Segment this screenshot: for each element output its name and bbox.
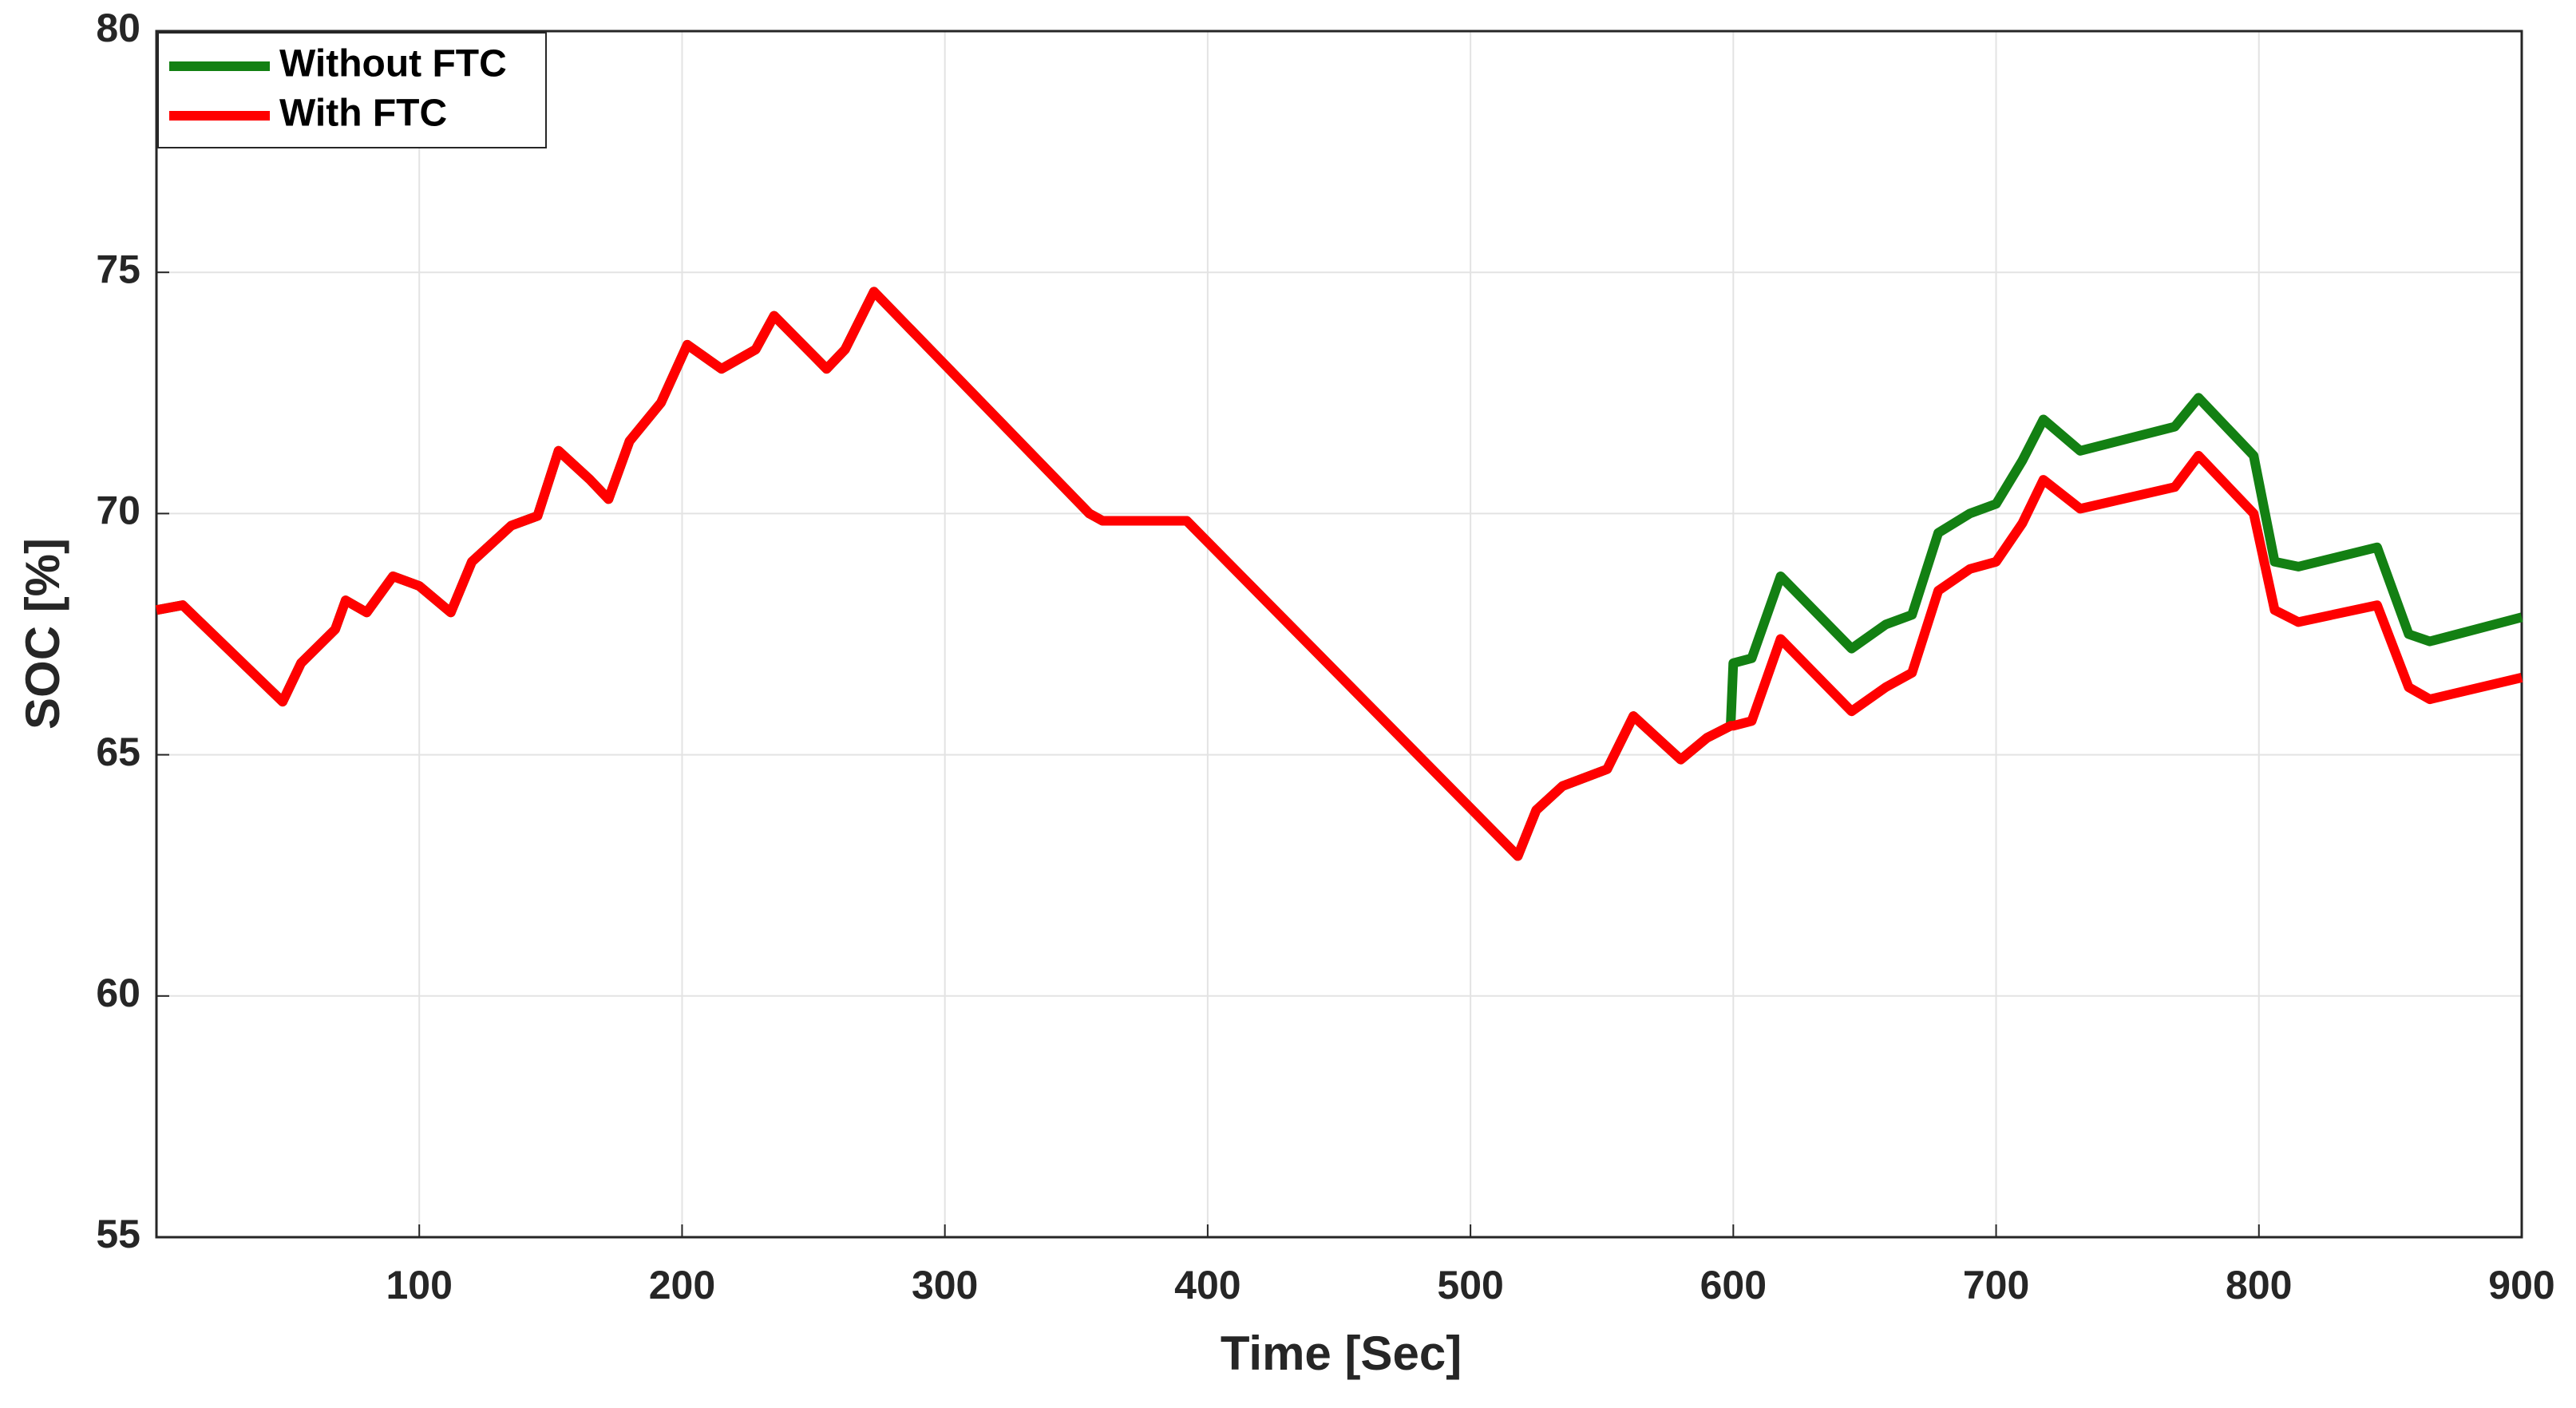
x-tick-label: 800 [2226, 1263, 2292, 1307]
y-tick-label: 60 [96, 971, 140, 1015]
x-tick-label: 200 [649, 1263, 715, 1307]
x-tick-label: 400 [1174, 1263, 1241, 1307]
x-axis-label: Time [Sec] [1221, 1327, 1462, 1380]
plot-frame [155, 30, 2523, 1239]
y-axis-label: SOC [%] [16, 538, 69, 730]
y-tick-label: 80 [96, 6, 140, 50]
legend-label: With FTC [279, 93, 447, 135]
y-tick-label: 70 [96, 488, 140, 533]
x-tick-label: 900 [2488, 1263, 2554, 1307]
y-tick-label: 75 [96, 247, 140, 291]
x-tick-label: 300 [912, 1263, 978, 1307]
x-tick-label: 500 [1437, 1263, 1503, 1307]
x-tick-label: 100 [386, 1263, 453, 1307]
legend-label: Without FTC [279, 43, 507, 85]
series-line [155, 287, 2523, 861]
legend-box [157, 32, 547, 148]
x-tick-label: 600 [1700, 1263, 1767, 1307]
y-tick-label: 55 [96, 1212, 140, 1256]
x-tick-label: 700 [1963, 1263, 2029, 1307]
y-tick-label: 65 [96, 730, 140, 774]
